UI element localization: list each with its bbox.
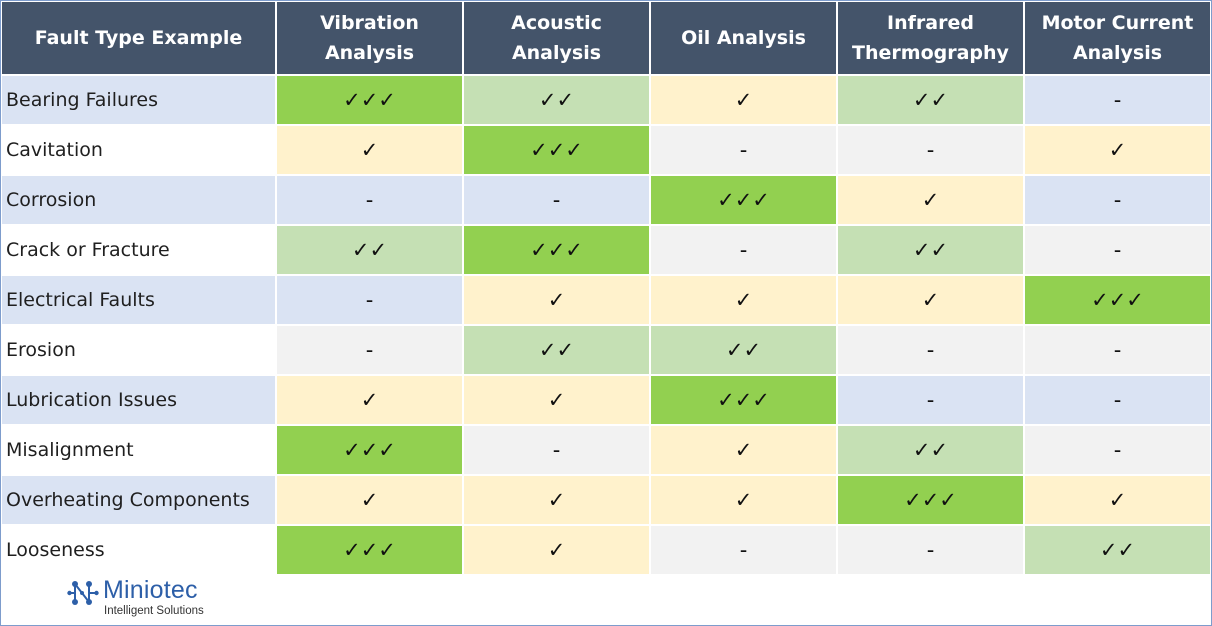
rating-cell: ✓✓✓ [464,126,649,174]
rating-cell: ✓✓✓ [651,176,836,224]
rating-cell: ✓ [464,526,649,574]
rating-cell: ✓ [651,276,836,324]
rating-cell: ✓✓ [838,426,1023,474]
rating-cell: - [651,226,836,274]
header-vibration-analysis: Vibration Analysis [277,2,462,74]
rating-cell: ✓ [1025,476,1210,524]
row-label: Crack or Fracture [2,226,275,274]
rating-cell: ✓✓ [277,226,462,274]
header-oil-analysis: Oil Analysis [651,2,836,74]
rating-cell: ✓ [277,476,462,524]
rating-cell: ✓ [838,276,1023,324]
rating-cell: ✓✓ [464,326,649,374]
row-label: Erosion [2,326,275,374]
rating-cell: - [838,526,1023,574]
rating-cell: ✓✓ [838,226,1023,274]
rating-cell: - [1025,76,1210,124]
rating-cell: ✓✓✓ [277,76,462,124]
rating-cell: - [838,126,1023,174]
rating-cell: - [277,276,462,324]
rating-cell: ✓✓ [651,326,836,374]
rating-cell: - [464,176,649,224]
row-label: Bearing Failures [2,76,275,124]
rating-cell: ✓✓✓ [277,426,462,474]
rating-cell: ✓✓ [838,76,1023,124]
rating-cell: ✓ [651,426,836,474]
rating-cell: - [1025,426,1210,474]
rating-cell: - [277,176,462,224]
row-label: Lubrication Issues [2,376,275,424]
rating-cell: ✓✓✓ [838,476,1023,524]
rating-cell: - [1025,226,1210,274]
row-label: Overheating Components [2,476,275,524]
rating-cell: ✓ [464,476,649,524]
rating-cell: - [838,326,1023,374]
rating-cell: ✓✓✓ [651,376,836,424]
rating-cell: ✓ [277,376,462,424]
rating-cell: ✓ [651,76,836,124]
rating-cell: ✓✓✓ [464,226,649,274]
rating-cell: - [1025,376,1210,424]
rating-cell: ✓ [838,176,1023,224]
fault-type-table: Fault Type Example Vibration Analysis Ac… [2,2,1210,574]
rating-cell: ✓ [464,376,649,424]
logo-tagline: Intelligent Solutions [104,605,204,617]
rating-cell: - [838,376,1023,424]
rating-cell: - [1025,176,1210,224]
header-fault-type: Fault Type Example [2,2,275,74]
row-label: Looseness [2,526,275,574]
row-label: Electrical Faults [2,276,275,324]
rating-cell: ✓✓ [464,76,649,124]
rating-cell: ✓✓✓ [277,526,462,574]
rating-cell: ✓ [277,126,462,174]
rating-cell: ✓ [464,276,649,324]
header-acoustic-analysis: Acoustic Analysis [464,2,649,74]
rating-cell: ✓ [651,476,836,524]
row-label: Corrosion [2,176,275,224]
rating-cell: - [651,526,836,574]
network-nodes-icon [67,581,99,605]
row-label: Misalignment [2,426,275,474]
miniotec-logo: Miniotec Intelligent Solutions [67,576,267,622]
rating-cell: - [1025,326,1210,374]
rating-cell: - [464,426,649,474]
logo-name: Miniotec [103,576,198,604]
header-motor-current-analysis: Motor Current Analysis [1025,2,1210,74]
rating-cell: ✓ [1025,126,1210,174]
row-label: Cavitation [2,126,275,174]
rating-cell: - [651,126,836,174]
rating-cell: ✓✓ [1025,526,1210,574]
header-infrared-thermography: Infrared Thermography [838,2,1023,74]
rating-cell: - [277,326,462,374]
rating-cell: ✓✓✓ [1025,276,1210,324]
